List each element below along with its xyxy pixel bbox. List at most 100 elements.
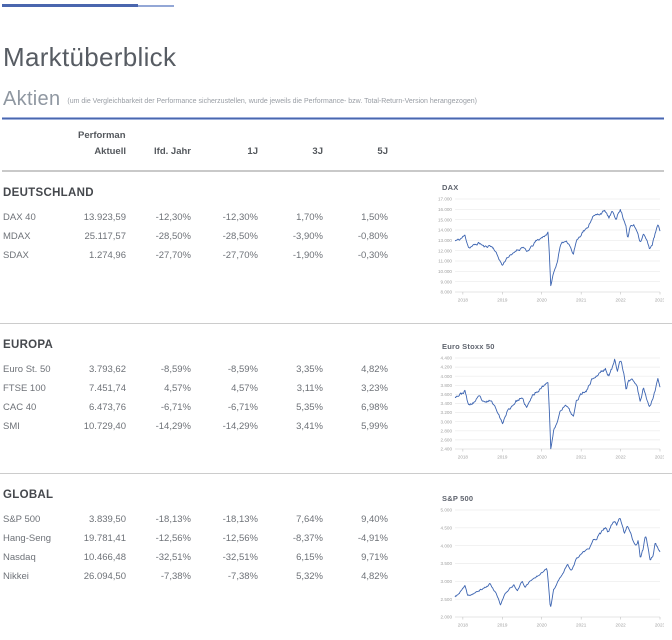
svg-text:3.600: 3.600: [441, 392, 453, 397]
cell-aktuell: 25.117,57: [84, 231, 126, 242]
cell-1j: 4,57%: [231, 383, 258, 394]
column-header-3j: 3J: [312, 146, 323, 157]
svg-text:4.000: 4.000: [441, 374, 453, 379]
table-row: SMI 10.729,40 -14,29% -14,29% 3,41% 5,99%: [3, 417, 672, 436]
svg-text:3.800: 3.800: [441, 383, 453, 388]
page-title: Marktüberblick: [3, 42, 177, 72]
cell-3j: 3,35%: [296, 364, 323, 375]
table-row: Euro St. 50 3.793,62 -8,59% -8,59% 3,35% 4,82…: [3, 360, 672, 379]
cell-3j: -3,90%: [292, 231, 323, 242]
svg-text:9.000: 9.000: [441, 279, 453, 284]
chart-plot-area: 4.400 4.200 4.000 3.800 3.600 3.400 3.200 3.000…: [441, 356, 666, 460]
cell-5j: 4,82%: [361, 571, 388, 582]
table-row: Nasdaq 10.466,48 -32,51% -32,51% 6,15% 9,71%: [3, 548, 672, 567]
row-label: SMI: [3, 421, 20, 432]
blue-divider: [2, 117, 664, 120]
svg-text:2023: 2023: [655, 623, 664, 628]
euro-stoxx-50-chart: Euro Stoxx 50 4.400 4.200 4.000 3.800 3.600 3.…: [436, 342, 666, 468]
logo-bar-dark-segment: [2, 4, 138, 7]
svg-text:11.000: 11.000: [438, 259, 452, 264]
row-label: FTSE 100: [3, 383, 46, 394]
cell-3j: -1,90%: [292, 250, 323, 261]
svg-text:2019: 2019: [497, 623, 508, 628]
dax-chart: DAX 17.000 16.000 15.000 14.000 13.000 12.000 1…: [436, 183, 666, 311]
cell-lfd-jahr: -8,59%: [160, 364, 191, 375]
section-deutschland: DEUTSCHLAND DAX 40 13.923,59 -12,30% -12,30%…: [0, 172, 672, 323]
header-divider: [2, 170, 664, 172]
row-label: Hang-Seng: [3, 533, 52, 544]
s-p-500-chart: S&P 500 5.000 4.500 4.000 3.500 3.000 2.500 2.0…: [436, 494, 666, 636]
cell-3j: 7,64%: [296, 514, 323, 525]
svg-text:2020: 2020: [537, 455, 548, 460]
aktien-section-head: Aktien (um die Vergleichbarkeit der Perfo…: [3, 88, 477, 111]
chart-title: S&P 500: [442, 494, 474, 503]
cell-lfd-jahr: -27,70%: [155, 250, 191, 261]
cell-aktuell: 19.781,41: [83, 533, 126, 544]
cell-aktuell: 10.466,48: [83, 552, 126, 563]
svg-text:2019: 2019: [497, 455, 508, 460]
table-row: SDAX 1.274,96 -27,70% -27,70% -1,90% -0,30%: [3, 246, 672, 265]
table-row: S&P 500 3.839,50 -18,13% -18,13% 7,64% 9,40%: [3, 510, 672, 529]
cell-1j: -14,29%: [222, 421, 258, 432]
svg-text:2023: 2023: [655, 298, 664, 303]
cell-3j: 3,11%: [296, 383, 323, 394]
table-row: Nikkei 26.094,50 -7,38% -7,38% 5,32% 4,82%: [3, 567, 672, 586]
row-label: S&P 500: [3, 514, 41, 525]
svg-text:5.000: 5.000: [441, 508, 453, 513]
cell-lfd-jahr: -12,30%: [155, 212, 191, 223]
svg-text:2023: 2023: [655, 455, 664, 460]
cell-3j: 3,41%: [296, 421, 323, 432]
row-label: DAX 40: [3, 212, 36, 223]
row-label: MDAX: [3, 231, 31, 242]
svg-text:2.500: 2.500: [441, 597, 453, 602]
cell-5j: 4,82%: [361, 364, 388, 375]
cell-aktuell: 10.729,40: [83, 421, 126, 432]
table-row: DAX 40 13.923,59 -12,30% -12,30% 1,70% 1,50%: [3, 208, 672, 227]
aktien-note: (um die Vergleichbarkeit der Performance…: [67, 98, 477, 105]
svg-text:3.000: 3.000: [441, 579, 453, 584]
cell-1j: -7,38%: [227, 571, 258, 582]
section-heading: GLOBAL: [3, 489, 54, 501]
svg-text:2022: 2022: [615, 298, 626, 303]
svg-text:12.000: 12.000: [438, 248, 452, 253]
cell-aktuell: 13.923,59: [83, 212, 126, 223]
cell-5j: 9,71%: [361, 552, 388, 563]
cell-3j: 5,35%: [296, 402, 323, 413]
cell-aktuell: 7.451,74: [89, 383, 126, 394]
svg-text:8.000: 8.000: [441, 290, 453, 295]
sections-container: DEUTSCHLAND DAX 40 13.923,59 -12,30% -12,30%…: [0, 172, 672, 640]
table-row: CAC 40 6.473,76 -6,71% -6,71% 5,35% 6,98%: [3, 398, 672, 417]
svg-text:2018: 2018: [458, 623, 469, 628]
cell-aktuell: 6.473,76: [89, 402, 126, 413]
column-header-aktuell: Aktuell: [94, 146, 126, 157]
table-row: Hang-Seng 19.781,41 -12,56% -12,56% -8,37% -4…: [3, 529, 672, 548]
cell-1j: -8,59%: [227, 364, 258, 375]
cell-lfd-jahr: -12,56%: [155, 533, 191, 544]
cell-lfd-jahr: 4,57%: [164, 383, 191, 394]
cell-aktuell: 3.839,50: [89, 514, 126, 525]
svg-text:4.400: 4.400: [441, 356, 453, 361]
table-row: MDAX 25.117,57 -28,50% -28,50% -3,90% -0,80%: [3, 227, 672, 246]
cell-1j: -27,70%: [222, 250, 258, 261]
chart-title: Euro Stoxx 50: [442, 342, 495, 351]
chart-plot-area: 17.000 16.000 15.000 14.000 13.000 12.000 11.0…: [438, 197, 666, 303]
cell-lfd-jahr: -32,51%: [155, 552, 191, 563]
svg-text:2021: 2021: [576, 455, 587, 460]
svg-text:15.000: 15.000: [438, 217, 452, 222]
svg-text:10.000: 10.000: [438, 269, 452, 274]
cell-1j: -28,50%: [222, 231, 258, 242]
svg-text:2.000: 2.000: [441, 615, 453, 620]
column-header-lfd-jahr: lfd. Jahr: [154, 146, 191, 157]
logo-bar: [2, 4, 174, 8]
performance-group-label: Performance: [78, 130, 126, 141]
cell-5j: 5,99%: [361, 421, 388, 432]
svg-text:17.000: 17.000: [438, 197, 452, 202]
cell-1j: -6,71%: [227, 402, 258, 413]
cell-aktuell: 3.793,62: [89, 364, 126, 375]
cell-lfd-jahr: -28,50%: [155, 231, 191, 242]
cell-lfd-jahr: -7,38%: [160, 571, 191, 582]
cell-1j: -12,56%: [222, 533, 258, 544]
svg-text:2022: 2022: [615, 455, 626, 460]
table-header: Performance Aktuell lfd. Jahr 1J 3J 5J: [3, 128, 388, 160]
cell-3j: -8,37%: [292, 533, 323, 544]
